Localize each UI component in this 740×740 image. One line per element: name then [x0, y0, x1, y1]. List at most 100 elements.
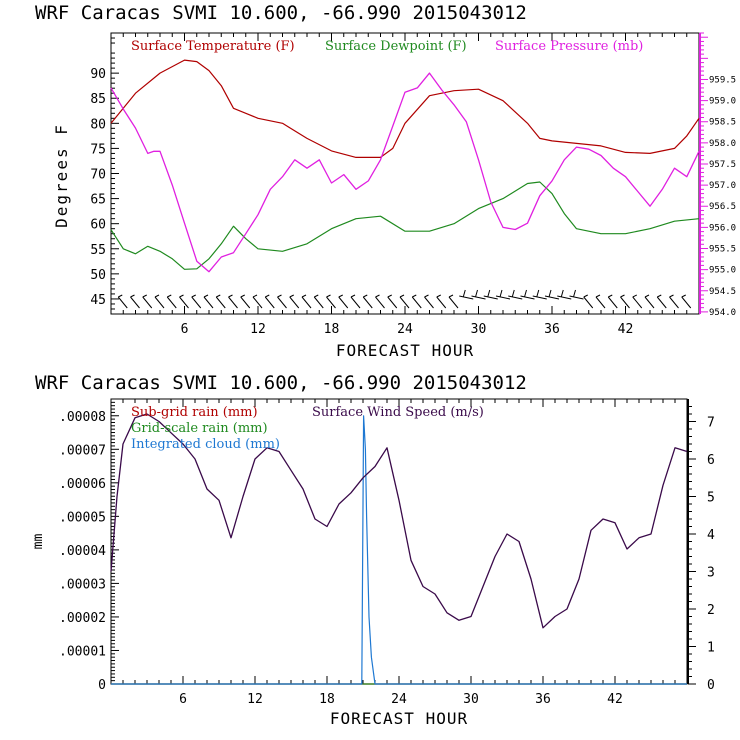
- wind-barb-flag: [289, 294, 294, 298]
- wind-barb: [130, 296, 140, 309]
- y-tick-label: 60: [90, 218, 106, 233]
- y-tick-label: 85: [90, 92, 106, 107]
- wind-barb: [448, 296, 459, 309]
- wind-barb-flag: [252, 294, 258, 298]
- y2-tick-label: 959.0: [709, 97, 736, 107]
- wind-barb: [681, 296, 692, 309]
- x-axis-label: FORECAST HOUR: [330, 709, 468, 728]
- x-tick-label: 36: [535, 692, 551, 707]
- wind-barb-flag: [142, 294, 147, 298]
- wind-barb: [471, 295, 486, 300]
- wind-barb-flag: [203, 294, 209, 298]
- y-tick-label: .00007: [59, 443, 106, 458]
- y2-tick-label: 958.0: [709, 139, 736, 149]
- legend-entry: Surface Wind Speed (m/s): [312, 405, 484, 420]
- wind-barb-flag: [524, 289, 527, 298]
- x-tick-label: 6: [179, 692, 187, 707]
- wind-barb: [240, 296, 251, 309]
- wind-barb: [520, 295, 535, 300]
- wind-barb: [483, 295, 498, 300]
- y-tick-label: .00008: [59, 410, 106, 425]
- y2-tick-label: 954.5: [709, 287, 736, 297]
- wind-barb: [557, 295, 572, 300]
- y2-tick-label: 955.0: [709, 266, 736, 276]
- y2-tick-label: 957.5: [709, 160, 736, 170]
- wind-barb-flag: [179, 294, 184, 298]
- x-tick-label: 24: [397, 322, 413, 337]
- wind-barb-flag: [487, 289, 491, 298]
- y-tick-label: 65: [90, 193, 106, 208]
- y2-tick-label: 955.5: [709, 245, 736, 255]
- y2-tick-label: 956.0: [709, 223, 736, 233]
- legend-entry: Surface Pressure (mb): [495, 39, 643, 54]
- y2-tick-label: 954.0: [709, 308, 736, 318]
- wind-barb-flag: [167, 294, 172, 298]
- wind-barb: [179, 296, 189, 309]
- wind-barb-flag: [387, 294, 392, 298]
- wind-barb-flag: [326, 294, 331, 298]
- wind-barb: [142, 296, 153, 309]
- wind-barb: [154, 296, 165, 309]
- x-tick-label: 18: [324, 322, 340, 337]
- wind-barb-flag: [548, 289, 552, 298]
- wind-barb-flag: [608, 294, 613, 298]
- y-tick-label: 0: [98, 678, 106, 693]
- wind-barb: [301, 296, 312, 309]
- x-tick-label: 36: [544, 322, 560, 337]
- x-tick-label: 24: [391, 692, 407, 707]
- wind-barb: [595, 296, 606, 309]
- y-axis-label: mm: [31, 534, 46, 550]
- wind-barb: [350, 296, 361, 309]
- y-tick-label: .00005: [59, 510, 106, 525]
- wind-barb: [656, 296, 667, 309]
- wind-barb-flag: [448, 294, 454, 298]
- wind-barb-flag: [462, 289, 466, 298]
- wind-barb: [644, 296, 655, 309]
- wind-barb: [326, 296, 336, 309]
- wind-barb-flag: [191, 294, 196, 298]
- wind-barb: [362, 296, 373, 309]
- wind-barb-flag: [620, 294, 625, 298]
- wind-barb: [117, 296, 128, 309]
- x-tick-label: 18: [319, 692, 335, 707]
- y2-tick-label: 957.0: [709, 181, 736, 191]
- x-tick-label: 12: [247, 692, 263, 707]
- wind-barb: [375, 296, 385, 309]
- wind-barb-flag: [499, 289, 503, 298]
- y2-tick-label: 6: [707, 453, 715, 468]
- wind-barb-flag: [338, 294, 343, 298]
- wind-barb-flag: [412, 294, 417, 298]
- wind-barb: [289, 296, 300, 309]
- wind-barb: [215, 296, 226, 309]
- wind-barb-flag: [681, 294, 686, 298]
- wind-barb-flag: [669, 294, 674, 298]
- wind-barb-flag: [583, 294, 588, 298]
- x-axis-label: FORECAST HOUR: [336, 341, 474, 360]
- wind-barb-flag: [573, 289, 576, 298]
- wind-barb: [632, 296, 643, 309]
- y-tick-label: 80: [90, 117, 106, 132]
- wind-barb-flag: [216, 294, 221, 298]
- wind-barb: [387, 296, 398, 309]
- wind-barb-flag: [436, 294, 441, 298]
- wind-barb: [544, 295, 560, 300]
- chart-title: WRF Caracas SVMI 10.600, -66.990 2015043…: [35, 372, 527, 394]
- y-tick-label: 55: [90, 243, 106, 258]
- legend-entry: Integrated cloud (mm): [131, 437, 280, 452]
- y-tick-label: .00001: [59, 644, 106, 659]
- y2-tick-label: 7: [707, 416, 715, 431]
- series-line-surface-wind-speed-m-s: [110, 413, 688, 629]
- y2-tick-label: 5: [707, 491, 715, 506]
- y2-tick-label: 1: [707, 641, 715, 656]
- wind-barb-flag: [399, 294, 405, 298]
- wind-barb: [620, 296, 630, 309]
- wind-barb: [495, 295, 511, 300]
- wind-barb: [669, 296, 679, 309]
- wind-barb: [338, 296, 349, 309]
- series-line-surface-pressure-mb: [110, 72, 700, 273]
- y-tick-label: 90: [90, 67, 106, 82]
- wind-barb-flag: [350, 294, 356, 298]
- y2-tick-label: 0: [707, 678, 715, 693]
- wind-barb-flag: [657, 294, 662, 298]
- wind-barb-flag: [118, 294, 123, 298]
